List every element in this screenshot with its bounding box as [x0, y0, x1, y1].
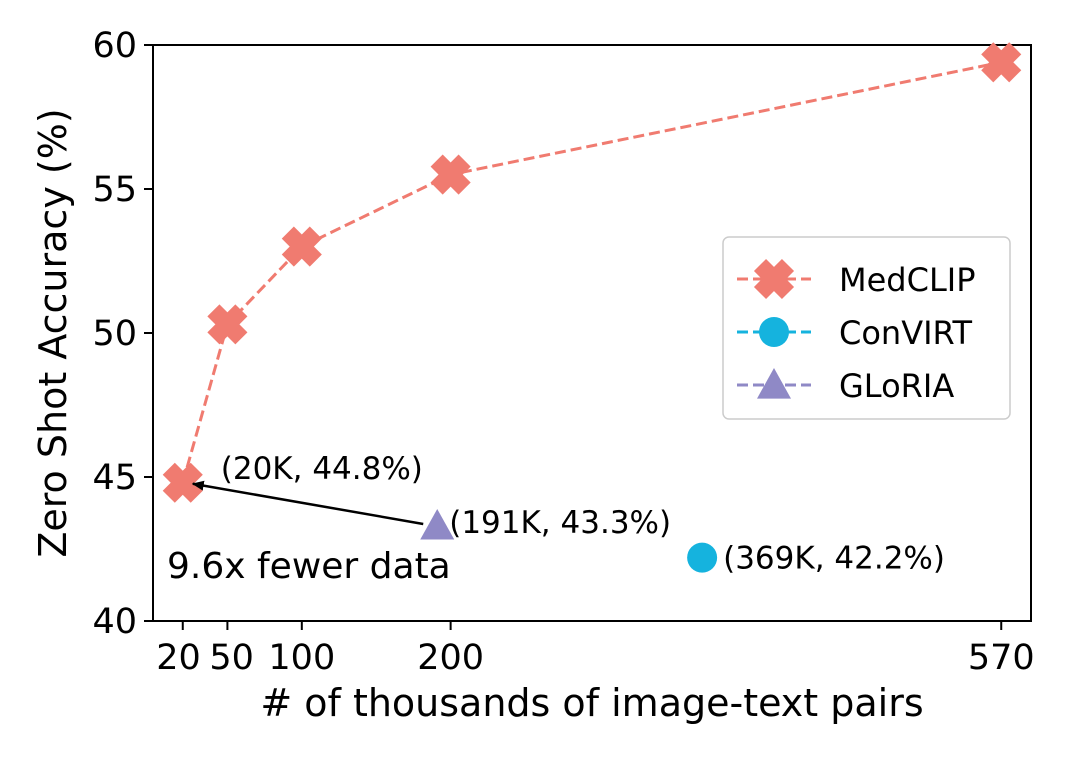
legend-item-convirt: ConVIRT: [737, 314, 972, 352]
data-point: [430, 154, 471, 195]
annotation-label: 9.6x fewer data: [167, 546, 451, 587]
data-point: [281, 226, 322, 267]
x-tick-label: 20: [156, 638, 201, 678]
x-tick-label: 50: [209, 638, 254, 678]
data-point: [207, 304, 248, 345]
legend-label: MedCLIP: [839, 261, 976, 299]
y-tick-label: 40: [92, 602, 137, 642]
legend-marker: [759, 317, 789, 347]
annotation-label: (369K, 42.2%): [723, 541, 945, 577]
legend-item-medclip: MedCLIP: [737, 258, 976, 300]
x-tick-label: 200: [417, 638, 484, 678]
y-tick-label: 45: [92, 458, 137, 498]
series-convirt: [687, 542, 718, 573]
legend-item-gloria: GLoRIA: [737, 367, 954, 405]
legend-marker: [757, 368, 791, 399]
x-tick-label: 570: [968, 638, 1035, 678]
legend-label: GLoRIA: [839, 367, 954, 405]
data-point: [162, 462, 203, 503]
annotation-layer: (20K, 44.8%) (191K, 43.3%) (369K, 42.2%) 9.…: [167, 451, 945, 587]
data-point: [420, 508, 455, 540]
y-tick-label: 55: [92, 170, 137, 210]
legend-label: ConVIRT: [839, 314, 972, 352]
legend-box: [722, 236, 1011, 420]
series-gloria: [420, 508, 455, 540]
data-point: [981, 42, 1022, 83]
legend-marker: [753, 258, 795, 300]
y-tick-label: 50: [92, 314, 137, 354]
annotation-label: (20K, 44.8%): [221, 451, 423, 487]
series-layer: [162, 42, 1022, 573]
x-axis-label: # of thousands of image-text pairs: [260, 681, 923, 725]
series-medclip: [162, 42, 1022, 503]
x-tick-label: 100: [268, 638, 335, 678]
annotation-arrow: [191, 480, 424, 526]
y-tick-label: 60: [92, 26, 137, 66]
y-axis-label: Zero Shot Accuracy (%): [31, 108, 75, 557]
data-point: [687, 542, 718, 573]
annotation-label: (191K, 43.3%): [449, 505, 671, 541]
legend: MedCLIP ConVIRT GLoRIA: [722, 236, 1011, 420]
